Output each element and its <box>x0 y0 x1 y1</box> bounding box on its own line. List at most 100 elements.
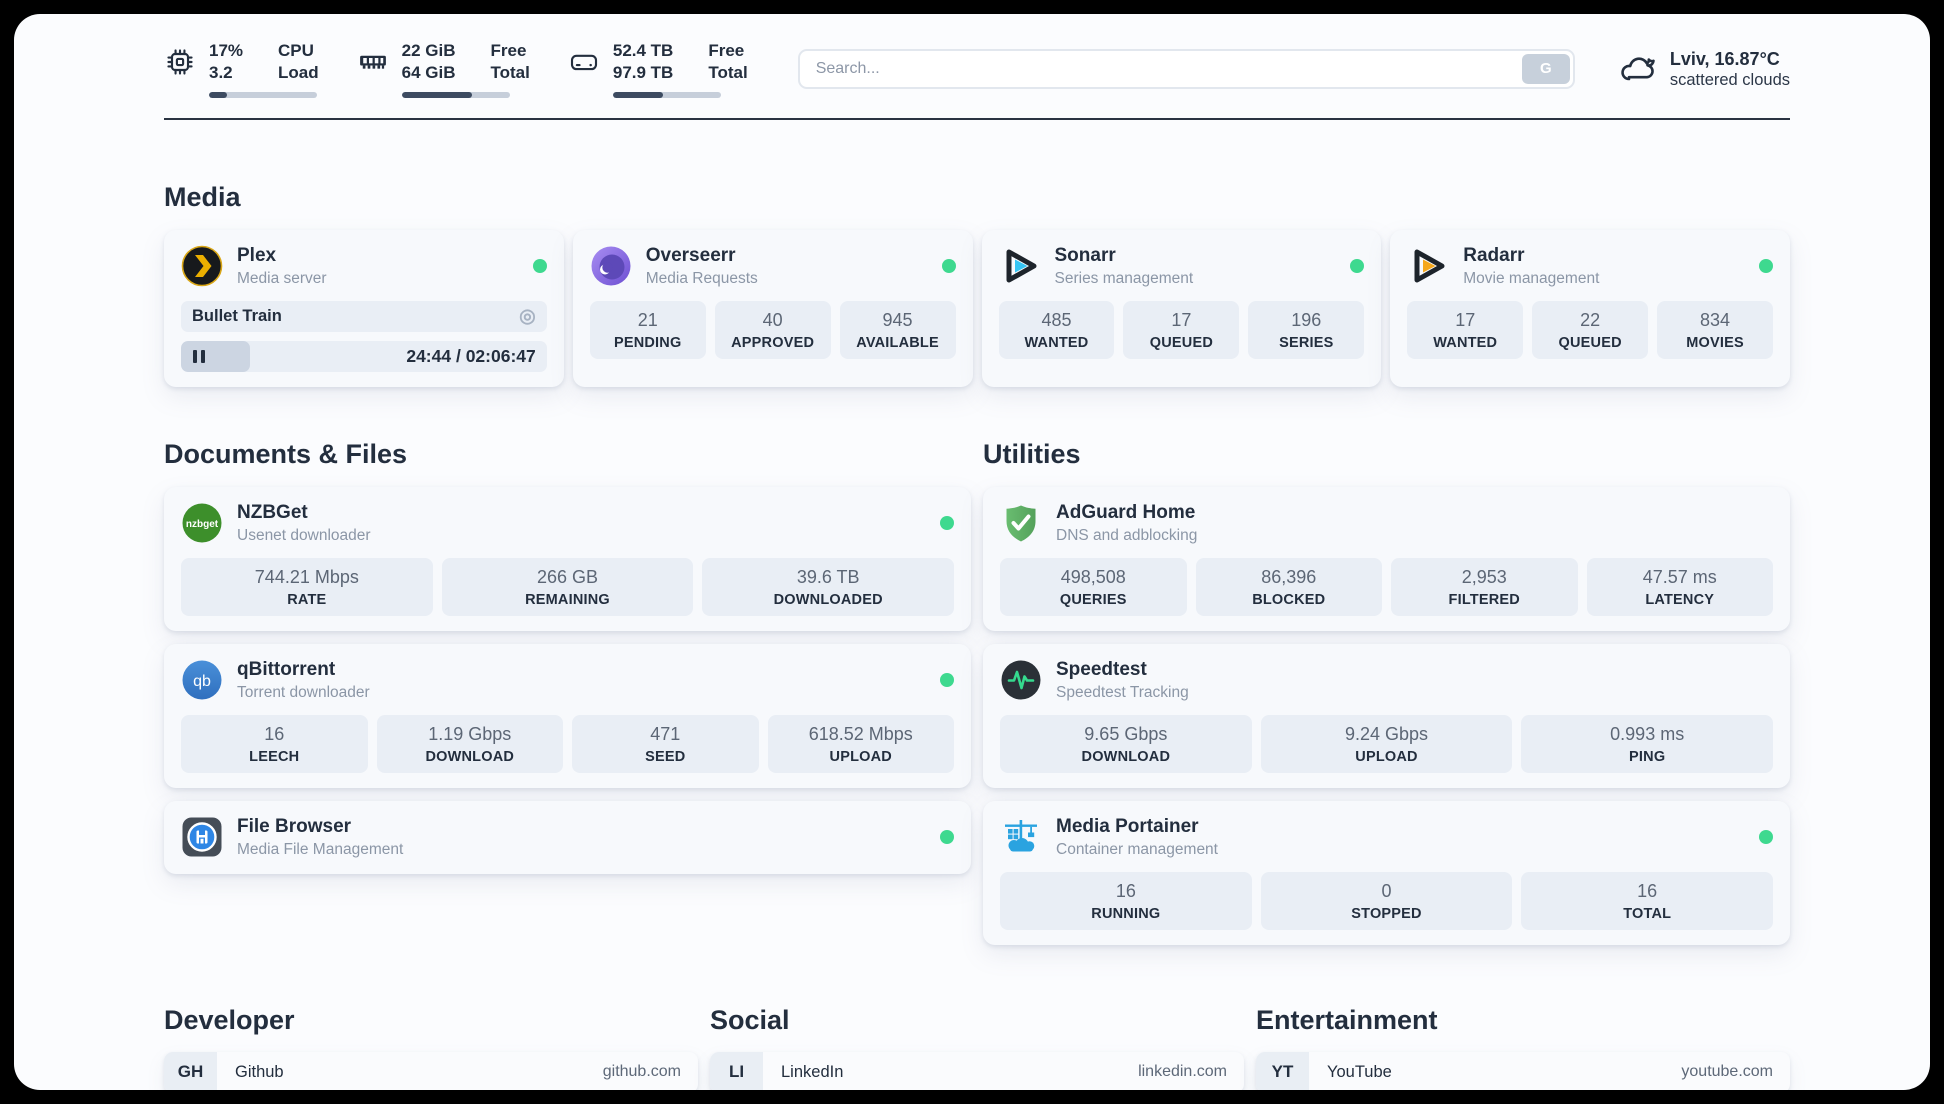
cpu-labels: CPU Load <box>278 41 319 83</box>
portainer-icon <box>1005 820 1037 852</box>
bookmark-link-youtube[interactable]: YT YouTube youtube.com <box>1256 1051 1790 1090</box>
app-card-nzbget[interactable]: nzbget NZBGet Usenet downloader 744.21 M… <box>164 486 971 631</box>
status-dot <box>941 259 956 274</box>
now-playing-row: Bullet Train ◎ <box>181 300 547 332</box>
app-description: Movie management <box>1463 269 1600 287</box>
stat-box: 744.21 Mbps RATE <box>181 557 433 616</box>
bookmark-group-title: Entertainment <box>1256 1004 1438 1035</box>
app-card-overseerr[interactable]: Overseerr Media Requests 21 PENDING 40 A… <box>572 229 973 387</box>
bookmark-url: linkedin.com <box>1138 1063 1227 1081</box>
app-description: Series management <box>1054 269 1194 287</box>
adguard-icon <box>1006 505 1036 542</box>
bookmark-name: YouTube <box>1327 1062 1392 1081</box>
stats-row: 21 PENDING 40 APPROVED 945 AVAILABLE <box>589 300 956 359</box>
status-dot <box>940 673 954 688</box>
bookmark-name: LinkedIn <box>781 1062 844 1081</box>
bookmark-group-entertainment: Entertainment YT YouTube youtube.com NF … <box>1256 955 1790 1090</box>
cloud-icon <box>1621 57 1655 81</box>
bookmark-group-title: Developer <box>164 1004 295 1035</box>
stat-box: 47.57 ms LATENCY <box>1586 557 1773 616</box>
search-engine-button[interactable]: G <box>1521 53 1570 84</box>
bookmark-url: youtube.com <box>1681 1063 1773 1081</box>
stat-box: 834 MOVIES <box>1657 300 1774 359</box>
cpu-icon <box>167 49 193 76</box>
app-name: AdGuard Home <box>1056 501 1196 523</box>
stat-box: 21 PENDING <box>589 300 706 359</box>
plex-icon <box>181 246 223 287</box>
app-card-portainer[interactable]: Media Portainer Container management 16 … <box>983 800 1790 945</box>
app-name: qBittorrent <box>237 658 336 680</box>
section-title-utilities: Utilities <box>983 438 1081 469</box>
bookmark-url: github.com <box>602 1063 681 1081</box>
cpu-stat-group: 17% 3.2 CPU Load <box>164 40 319 98</box>
now-playing-title: Bullet Train <box>192 306 282 325</box>
ram-progress-bar <box>401 91 510 98</box>
stats-row: 16 RUNNING 0 STOPPED 16 TOTAL <box>1000 871 1774 930</box>
stat-box: 39.6 TB DOWNLOADED <box>702 557 955 616</box>
app-card-plex[interactable]: Plex Media server Bullet Train ◎ 24:44 /… <box>164 229 564 387</box>
radarr-icon <box>1414 249 1445 283</box>
stat-box: 22 QUEUED <box>1532 300 1649 359</box>
overseerr-icon <box>591 246 631 286</box>
status-dot <box>1759 830 1773 845</box>
stat-box: 86,396 BLOCKED <box>1195 557 1382 616</box>
disk-progress-bar <box>612 91 721 98</box>
weather-location: Lviv, 16.87°C <box>1669 48 1780 69</box>
stats-row: 9.65 Gbps DOWNLOAD 9.24 Gbps UPLOAD 0.99… <box>1000 714 1774 773</box>
stat-box: 17 QUEUED <box>1123 300 1240 359</box>
app-description: Usenet downloader <box>237 526 371 544</box>
bookmark-link-linkedin[interactable]: LI LinkedIn linkedin.com <box>710 1051 1244 1090</box>
playback-time: 24:44 / 02:06:47 <box>406 345 536 366</box>
svg-text:qb: qb <box>193 673 211 690</box>
bookmark-badge: YT <box>1256 1051 1309 1090</box>
app-description: DNS and adblocking <box>1056 526 1198 544</box>
app-card-adguard[interactable]: AdGuard Home DNS and adblocking 498,508 … <box>983 486 1790 631</box>
app-description: Media server <box>237 269 327 287</box>
app-card-sonarr[interactable]: Sonarr Series management 485 WANTED 17 Q… <box>981 229 1382 387</box>
status-dot <box>1759 259 1773 274</box>
weather-condition: scattered clouds <box>1669 71 1790 90</box>
app-description: Media File Management <box>237 840 404 858</box>
stats-row: 16 LEECH 1.19 Gbps DOWNLOAD 471 SEED <box>181 714 954 773</box>
documents-column: Documents & Files nzbget NZBGet Usenet d… <box>164 387 971 874</box>
search-input[interactable] <box>797 48 1575 89</box>
pause-icon[interactable] <box>193 349 205 363</box>
filebrowser-icon <box>182 817 222 857</box>
bookmark-name: Github <box>235 1062 284 1081</box>
app-card-speedtest[interactable]: Speedtest Speedtest Tracking 9.65 Gbps D… <box>983 643 1790 788</box>
stat-box: 2,953 FILTERED <box>1391 557 1578 616</box>
stats-row: 17 WANTED 22 QUEUED 834 MOVIES <box>1407 300 1774 359</box>
stat-box: 1.19 Gbps DOWNLOAD <box>376 714 563 773</box>
svg-text:nzbget: nzbget <box>186 519 219 530</box>
app-card-filebrowser[interactable]: File Browser Media File Management <box>164 800 971 874</box>
stat-box: 9.65 Gbps DOWNLOAD <box>1000 714 1252 773</box>
stat-box: 498,508 QUERIES <box>1000 557 1187 616</box>
stat-box: 17 WANTED <box>1407 300 1524 359</box>
stats-row: 498,508 QUERIES 86,396 BLOCKED 2,953 FIL… <box>1000 557 1773 616</box>
disk-icon <box>570 55 597 71</box>
header-divider <box>164 117 1790 120</box>
utilities-column: Utilities AdGuard Home <box>983 387 1790 945</box>
bookmark-link-github[interactable]: GH Github github.com <box>164 1051 698 1090</box>
app-name: Radarr <box>1463 244 1525 266</box>
app-description: Torrent downloader <box>237 683 370 701</box>
bookmark-group-title: Social <box>710 1004 790 1035</box>
app-name: Media Portainer <box>1056 815 1199 837</box>
app-description: Speedtest Tracking <box>1056 683 1189 701</box>
media-grid: Plex Media server Bullet Train ◎ 24:44 /… <box>164 229 1790 387</box>
section-title-documents: Documents & Files <box>164 438 408 469</box>
app-name: Plex <box>237 244 277 266</box>
stats-row: 744.21 Mbps RATE 266 GB REMAINING 39.6 T… <box>181 557 955 616</box>
app-card-qbittorrent[interactable]: qb qBittorrent Torrent downloader 16 <box>164 643 971 788</box>
ram-values: 22 GiB 64 GiB <box>401 41 456 83</box>
cpu-progress-bar <box>209 91 317 98</box>
ram-icon <box>359 56 386 70</box>
app-name: Speedtest <box>1056 658 1147 680</box>
status-dot <box>940 830 954 845</box>
stat-box: 16 LEECH <box>181 714 368 773</box>
ram-stat-group: 22 GiB 64 GiB Free Total <box>357 40 530 98</box>
app-card-radarr[interactable]: Radarr Movie management 17 WANTED 22 QUE… <box>1390 229 1790 387</box>
stats-row: 485 WANTED 17 QUEUED 196 SERIES <box>998 300 1365 359</box>
bookmark-group-developer: Developer GH Github github.com SO StackO… <box>164 955 698 1090</box>
stat-box: 485 WANTED <box>998 300 1115 359</box>
